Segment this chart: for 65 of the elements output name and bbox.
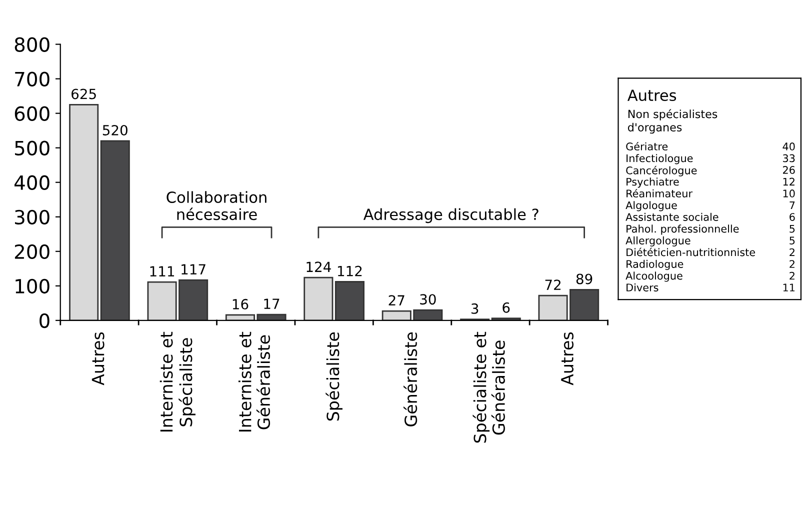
x-tick-label: Autres [92,332,104,386]
data-label: 5 [790,224,795,233]
data-label: 17 [264,298,280,309]
data-label: 124 [306,262,331,272]
annotation: Adressage discutable ? [363,208,538,224]
y-tick-label: 100 [16,278,50,294]
y-tick-label: 600 [14,106,50,121]
data-label: 2 [790,248,794,256]
category-label: Allergologue [626,236,690,246]
data-label: 625 [72,88,96,100]
category-label: Algologue [626,201,677,212]
data-label: 10 [783,190,795,198]
data-label: 33 [783,154,795,162]
data-label: 520 [102,124,128,136]
x-tick-label: Spécialiste et Généraliste [472,332,505,443]
category-label: Pahol. professionnelle [626,224,739,235]
x-tick-label: Interniste et Spécialiste [160,332,196,432]
x-tick-label: Spécialiste [326,332,342,421]
y-tick-label: 700 [15,72,50,86]
data-label: 111 [150,266,174,276]
y-tick-label: 500 [15,140,50,156]
annotation: Collaboration nécessaire [166,191,266,220]
y-tick-label: 0 [40,313,50,328]
data-label: 5 [790,236,795,244]
data-label: 27 [388,295,404,306]
category-label: Psychiatre [626,178,679,188]
y-tick-label: 300 [15,210,50,225]
category-label: Assistante sociale [626,212,718,221]
data-label: 6 [502,302,510,313]
category-label: Radiologue [626,260,684,270]
data-label: 16 [232,298,248,310]
bar [491,318,521,320]
x-tick-label: Autres [561,332,574,386]
data-label: 30 [420,294,436,305]
bar [100,140,130,320]
data-label: 12 [783,178,794,186]
y-tick-label: 800 [14,37,50,52]
category-label: Diététicien-nutritionniste [626,248,756,256]
x-tick-label: Interniste et Généraliste [238,332,270,432]
category-label: Cancérologue [626,166,697,176]
y-tick-label: 200 [14,244,50,260]
bar [69,104,99,320]
data-label: 11 [783,284,795,292]
text: Autres [627,90,676,102]
category-label: Gériatre [626,142,668,150]
bar [304,276,334,320]
data-label: 2 [790,260,794,268]
category-label: Alcoologue [626,272,682,282]
text: Non spécialistes d'organes [628,109,718,134]
category-label: Réanimateur [626,188,693,198]
data-label: 7 [790,201,795,210]
data-label: 26 [783,166,795,174]
data-label: 112 [338,266,362,276]
data-label: 89 [576,274,592,284]
data-label: 72 [545,280,560,290]
category-label: Divers [626,283,658,292]
data-label: 3 [471,303,478,314]
data-label: 40 [782,142,795,150]
category-label: Infectiologue [626,154,693,164]
y-tick-label: 400 [14,175,50,190]
data-label: 2 [790,272,794,280]
data-label: 6 [790,213,795,221]
bar [334,281,364,320]
data-label: 117 [182,264,206,274]
x-tick-label: Généraliste [404,332,418,426]
